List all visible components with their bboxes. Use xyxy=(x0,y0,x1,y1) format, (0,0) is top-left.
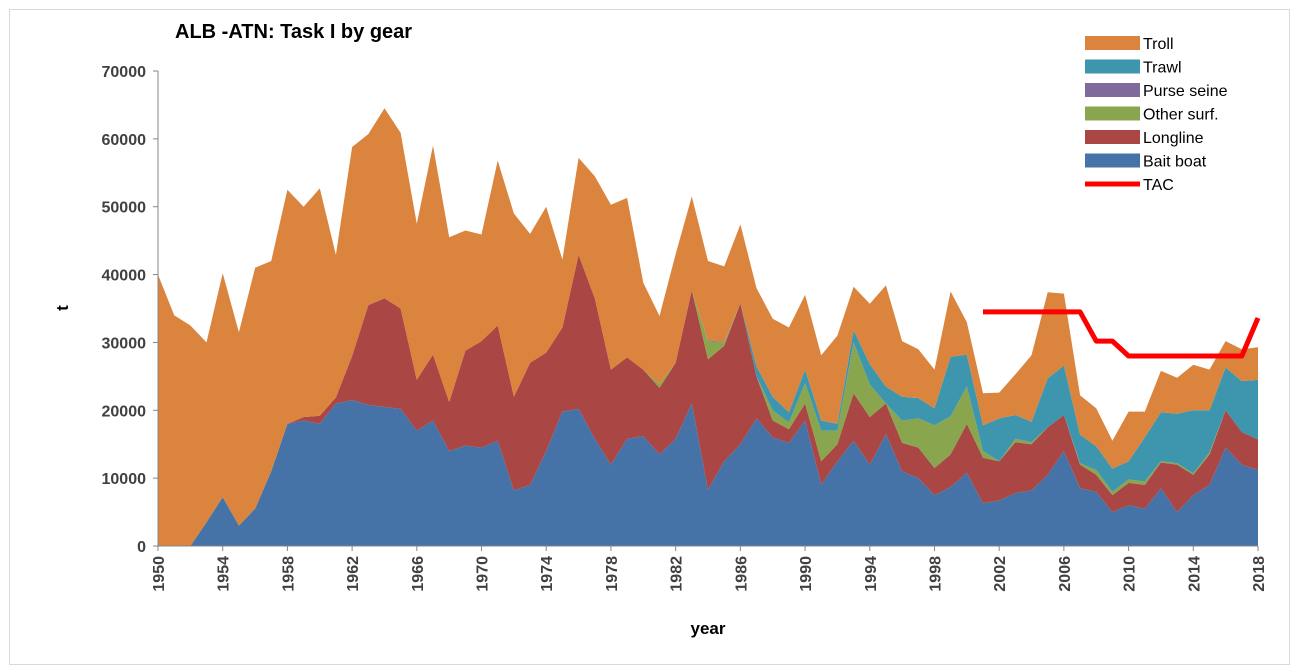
x-tick-label: 1974 xyxy=(539,556,556,592)
legend-item-tac: TAC xyxy=(1085,177,1174,194)
legend-swatch-bait-boat xyxy=(1085,153,1140,168)
legend-swatch-troll xyxy=(1085,36,1140,50)
x-tick-label: 2010 xyxy=(1122,556,1139,592)
x-tick-label: 1986 xyxy=(733,556,750,592)
axes: 0 10000 20000 30000 40000 50000 60000 70000 1950… xyxy=(102,64,1269,592)
legend-item-longline: Longline xyxy=(1085,130,1204,147)
legend-label-tac: TAC xyxy=(1143,177,1174,194)
line-tac xyxy=(983,309,1261,359)
legend-label-longline: Longline xyxy=(1143,130,1204,147)
y-tick-label: 70000 xyxy=(102,64,147,81)
legend-label-bait-boat: Bait boat xyxy=(1143,154,1207,171)
x-tick-label: 1982 xyxy=(669,556,686,592)
tac-line-layer xyxy=(983,309,1261,359)
legend-swatch-other-surf xyxy=(1085,106,1140,121)
x-tick-label: 1954 xyxy=(216,556,233,592)
legend-item-purse-seine: Purse seine xyxy=(1085,83,1228,100)
x-tick-label: 1998 xyxy=(928,556,945,592)
legend-label-other-surf: Other surf. xyxy=(1143,107,1219,124)
x-tick-label: 2018 xyxy=(1251,556,1268,592)
x-tick-label: 2014 xyxy=(1186,556,1203,592)
y-tick-label: 50000 xyxy=(102,200,147,217)
chart-title: ALB -ATN: Task I by gear xyxy=(175,21,412,43)
x-tick-label: 1950 xyxy=(151,556,168,592)
legend-item-other-surf: Other surf. xyxy=(1085,106,1219,124)
area-troll xyxy=(158,108,1258,547)
y-tick-label: 0 xyxy=(137,539,146,556)
legend-label-trawl: Trawl xyxy=(1143,60,1182,77)
legend-swatch-longline xyxy=(1085,130,1140,144)
legend-swatch-purse-seine xyxy=(1085,83,1140,97)
legend-item-trawl: Trawl xyxy=(1085,59,1182,77)
x-tick-label: 1978 xyxy=(604,556,621,592)
x-tick-label: 2002 xyxy=(992,556,1009,592)
area-longline xyxy=(158,254,1258,546)
legend-item-bait-boat: Bait boat xyxy=(1085,153,1207,171)
x-axis-title: year xyxy=(691,619,726,638)
y-tick-label: 10000 xyxy=(102,471,147,488)
legend: Troll Trawl Purse seine Other surf. Longline… xyxy=(1085,36,1228,194)
x-tick-label: 1994 xyxy=(863,556,880,592)
area-bait-boat xyxy=(158,400,1258,546)
x-tick-label: 1966 xyxy=(410,556,427,592)
y-tick-label: 40000 xyxy=(102,268,147,285)
y-axis-title: t xyxy=(53,305,72,311)
legend-item-troll: Troll xyxy=(1085,36,1174,53)
x-tick-label: 1970 xyxy=(475,556,492,592)
x-tick-label: 1962 xyxy=(345,556,362,592)
y-tick-label: 60000 xyxy=(102,132,147,149)
legend-label-purse-seine: Purse seine xyxy=(1143,83,1228,100)
area-layers xyxy=(158,108,1258,547)
y-tick-label: 20000 xyxy=(102,403,147,420)
legend-swatch-trawl xyxy=(1085,59,1140,74)
y-tick-label: 30000 xyxy=(102,335,147,352)
x-tick-label: 2006 xyxy=(1057,556,1074,592)
x-tick-label: 1958 xyxy=(280,556,297,592)
legend-label-troll: Troll xyxy=(1143,36,1174,53)
x-tick-label: 1990 xyxy=(798,556,815,592)
